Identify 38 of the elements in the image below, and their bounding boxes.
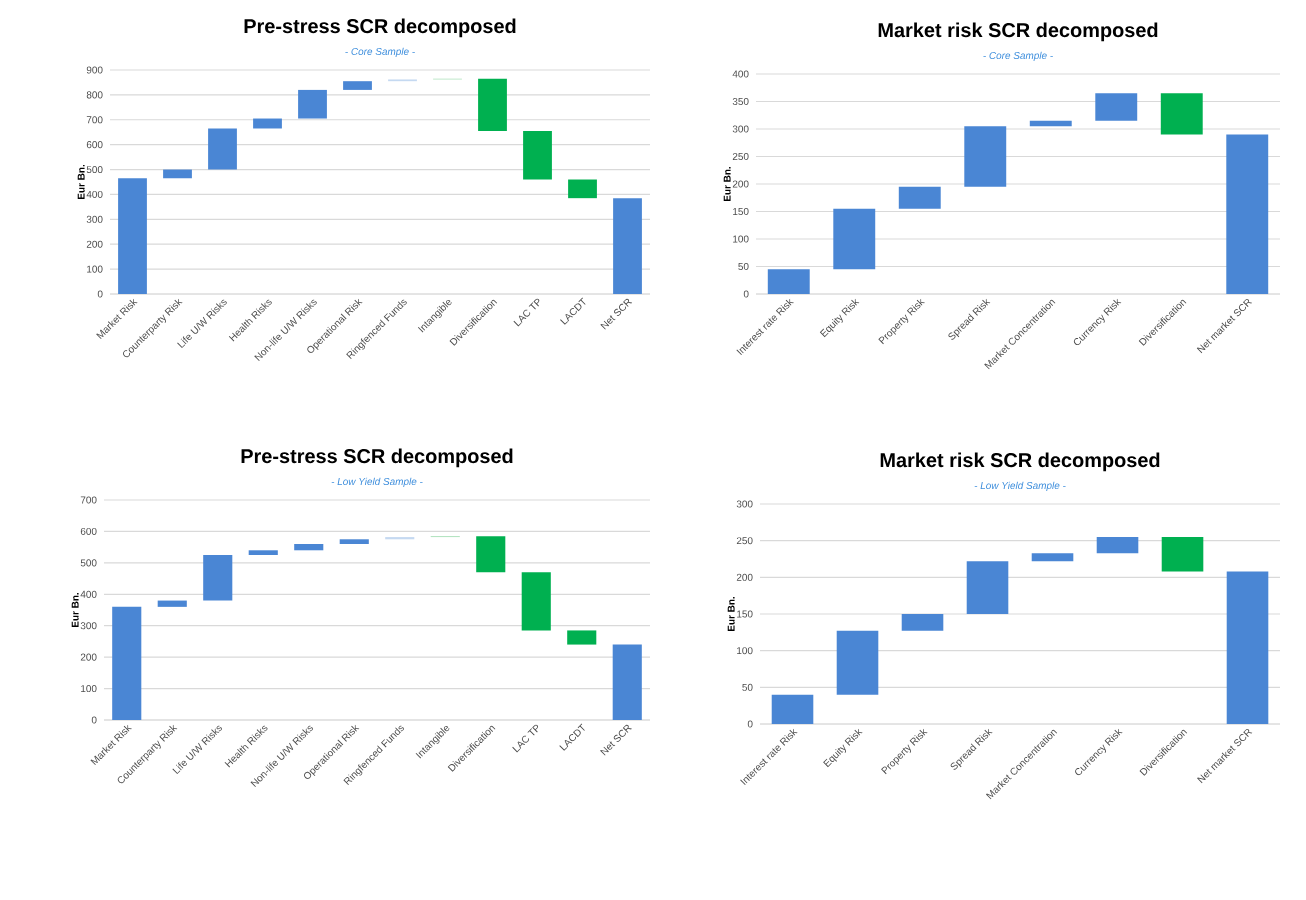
bar xyxy=(964,126,1007,187)
bar xyxy=(521,572,551,631)
chart-title: Market risk SCR decomposed xyxy=(878,22,1158,42)
bar xyxy=(343,81,372,90)
bar xyxy=(613,198,642,294)
bar xyxy=(118,178,147,294)
bar xyxy=(298,89,327,119)
bar xyxy=(1096,537,1139,554)
bar xyxy=(567,630,597,645)
bar xyxy=(1031,553,1074,562)
bar xyxy=(253,118,282,129)
bar xyxy=(294,544,324,551)
bar xyxy=(1160,93,1203,135)
bar xyxy=(771,694,814,724)
bar xyxy=(478,78,507,131)
bar xyxy=(112,606,142,720)
bar xyxy=(208,128,237,170)
chart-title: Market risk SCR decomposed xyxy=(880,452,1160,472)
chart-title: Pre-stress SCR decomposed xyxy=(244,18,516,38)
bar xyxy=(836,630,879,695)
bar xyxy=(163,169,192,179)
bar xyxy=(203,555,233,601)
bar xyxy=(966,561,1009,614)
bar xyxy=(1029,120,1072,127)
bar xyxy=(568,179,597,199)
bar xyxy=(476,536,506,573)
bar xyxy=(1226,134,1269,294)
bar xyxy=(612,644,642,720)
bar xyxy=(157,600,187,607)
chart-title: Pre-stress SCR decomposed xyxy=(241,448,513,468)
bar xyxy=(901,614,944,631)
bar xyxy=(1095,93,1138,121)
bar xyxy=(1226,571,1269,724)
bar xyxy=(898,186,941,209)
bar xyxy=(833,208,876,270)
bar xyxy=(1161,537,1204,572)
bar xyxy=(767,269,810,294)
bar xyxy=(523,130,552,180)
